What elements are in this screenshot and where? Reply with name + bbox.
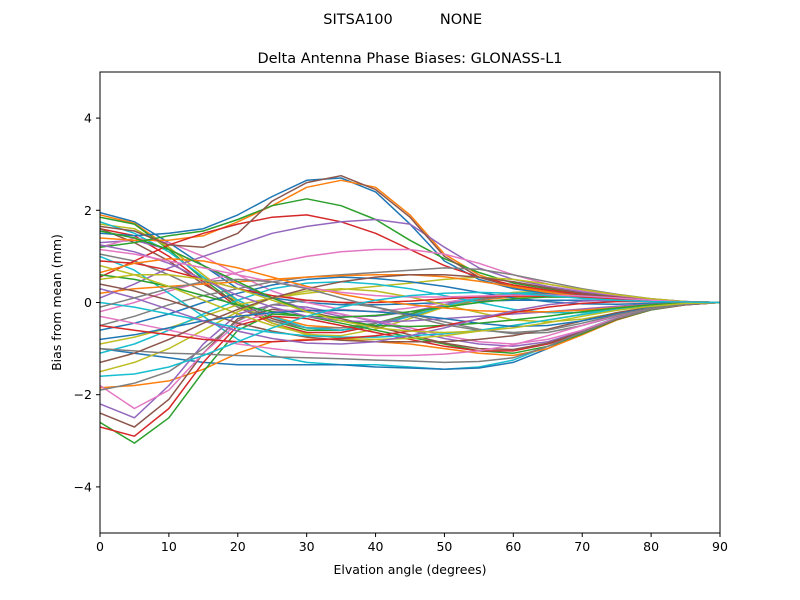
series-lines <box>100 174 720 444</box>
x-axis: 0 10 20 30 40 50 60 70 80 90 <box>96 533 728 554</box>
series-line-43 <box>100 230 720 328</box>
series-line-50 <box>100 291 720 378</box>
suptitle-right: NONE <box>440 12 482 28</box>
x-tick-label: 20 <box>230 539 246 554</box>
y-tick-label: 4 <box>84 111 92 126</box>
x-tick-label: 60 <box>505 539 521 554</box>
chart-title: Delta Antenna Phase Biases: GLONASS-L1 <box>257 51 562 67</box>
y-tick-label: 2 <box>84 203 92 218</box>
series-line-49 <box>100 274 720 334</box>
y-axis-label: Bias from mean (mm) <box>49 234 64 371</box>
x-tick-label: 10 <box>161 539 177 554</box>
series-line-36 <box>100 283 720 343</box>
series-line-27 <box>100 301 720 410</box>
x-axis-label: Elvation angle (degrees) <box>333 562 486 577</box>
plot-area: 0 10 20 30 40 50 60 70 80 90 −4 −2 0 2 4 <box>74 71 728 554</box>
y-tick-label: −2 <box>74 387 92 402</box>
series-line-31 <box>100 276 720 331</box>
x-tick-label: 30 <box>299 539 315 554</box>
x-tick-label: 80 <box>643 539 659 554</box>
suptitle-left: SITSA100 <box>323 12 392 28</box>
series-line-48 <box>100 278 720 334</box>
series-line-47 <box>100 248 720 304</box>
y-tick-label: 0 <box>84 295 92 310</box>
x-tick-label: 90 <box>712 539 728 554</box>
series-line-38 <box>100 301 720 364</box>
y-tick-label: −4 <box>74 479 92 494</box>
y-axis: −4 −2 0 2 4 <box>74 111 100 494</box>
x-tick-label: 70 <box>574 539 590 554</box>
x-tick-label: 0 <box>96 539 104 554</box>
x-tick-label: 40 <box>368 539 384 554</box>
x-tick-label: 50 <box>436 539 452 554</box>
